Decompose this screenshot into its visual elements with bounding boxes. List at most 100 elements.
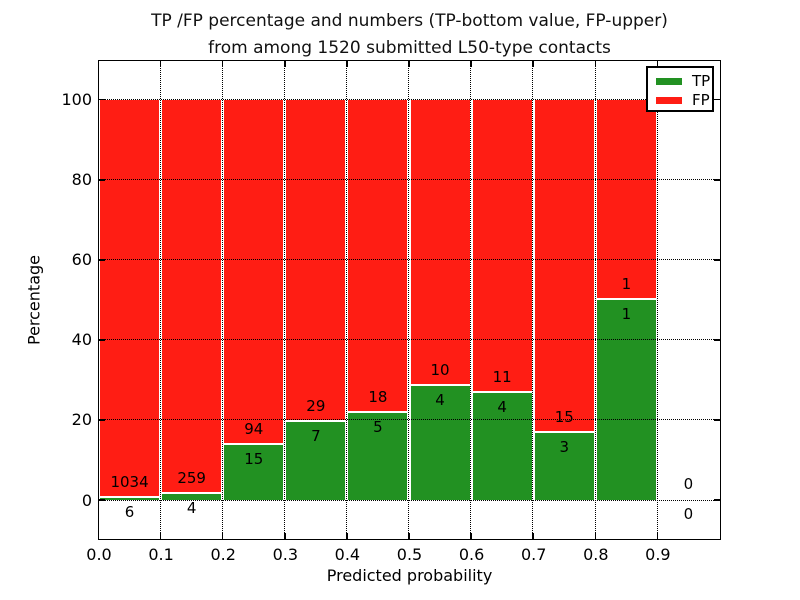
x-tick-mark	[408, 532, 410, 539]
bar-segment-fp	[472, 99, 532, 394]
x-tick-mark	[159, 60, 162, 67]
legend-label: FP	[692, 91, 710, 109]
tp-count-label: 6	[124, 502, 135, 521]
v-gridline	[221, 60, 223, 539]
bar-segment-tp	[348, 412, 408, 500]
x-tick-mark	[346, 532, 348, 539]
y-tick-mark	[98, 179, 105, 181]
y-tick-mark	[713, 98, 720, 101]
bar-segment-tp	[286, 422, 346, 500]
fp-count-label: 259	[177, 468, 206, 487]
legend-entry: TP	[648, 72, 712, 91]
plot-area: 1034 6 259 4 94 15 29 7 18 5 10 4 11 4 15 3 1 1 0 0	[97, 59, 721, 540]
y-tick-mark	[98, 98, 105, 101]
tp-count-label: 4	[186, 498, 197, 517]
x-tick-mark	[159, 532, 162, 539]
x-tick-mark	[346, 60, 348, 67]
tp-count-label: 3	[559, 438, 569, 457]
x-tick-label: 0.4	[334, 545, 361, 564]
bar-segment-fp	[100, 99, 160, 498]
fp-count-label: 18	[368, 387, 388, 406]
fp-count-label: 15	[554, 408, 574, 427]
x-tick-mark	[656, 60, 659, 67]
fp-count-label: 10	[430, 360, 450, 379]
tp-count-label: 7	[311, 427, 321, 446]
fp-count-label: 1034	[110, 472, 149, 491]
y-tick-mark	[713, 499, 720, 501]
fp-count-label: 94	[244, 419, 264, 438]
x-tick-label: 0.6	[458, 545, 485, 564]
bar-segment-fp	[162, 99, 222, 494]
v-gridline	[159, 60, 161, 539]
bar-segment-fp	[348, 99, 408, 413]
x-tick-mark	[221, 60, 224, 67]
bar-segment-fp	[534, 99, 594, 434]
x-tick-label: 0.5	[396, 545, 423, 564]
bar-segment-fp	[596, 99, 656, 300]
x-tick-mark	[408, 60, 410, 67]
x-tick-label: 0.3	[272, 545, 299, 564]
y-tick-mark	[98, 339, 105, 341]
fp-count-label: 0	[683, 475, 694, 493]
y-tick-label: 40	[71, 330, 92, 350]
bar-segment-tp	[162, 493, 222, 500]
tp-count-label: 4	[435, 390, 445, 409]
x-tick-label: 0.8	[583, 545, 609, 564]
bar-segment-tp	[472, 393, 532, 500]
x-tick-mark	[470, 60, 472, 67]
fp-count-label: 29	[306, 397, 326, 416]
v-gridline	[470, 60, 472, 539]
x-tick-mark	[656, 532, 659, 539]
tp-count-label: 5	[373, 417, 383, 436]
v-gridline	[346, 60, 348, 539]
y-tick-mark	[713, 339, 720, 341]
y-tick-label: 80	[71, 170, 92, 190]
tp-count-label: 0	[683, 505, 694, 523]
bar-segment-fp	[286, 99, 346, 423]
v-gridline	[594, 60, 596, 539]
x-tick-label: 0.2	[210, 545, 236, 564]
fp-count-label: 11	[492, 368, 512, 387]
legend-swatch-fp	[656, 97, 682, 104]
y-tick-mark	[98, 499, 105, 501]
y-tick-label: 0	[81, 490, 92, 510]
x-tick-label: 0.0	[86, 545, 112, 564]
x-tick-mark	[594, 532, 597, 539]
bar-segment-fp	[224, 99, 284, 445]
y-tick-mark	[98, 419, 105, 421]
fp-count-label: 1	[621, 274, 632, 293]
x-tick-mark	[470, 532, 472, 539]
legend-swatch-tp	[656, 78, 682, 85]
bar-segment-tp	[224, 444, 284, 500]
legend-entry: FP	[648, 91, 712, 110]
y-tick-mark	[713, 259, 720, 261]
bar-segment-tp	[100, 497, 160, 500]
x-tick-mark	[532, 60, 534, 67]
bar-segment-tp	[596, 299, 656, 500]
chart-title-line2: from among 1520 submitted L50-type conta…	[208, 38, 611, 58]
bar-segment-fp	[410, 99, 470, 386]
x-tick-mark	[594, 60, 597, 67]
x-tick-mark	[221, 532, 224, 539]
v-gridline	[408, 60, 410, 539]
x-tick-mark	[284, 60, 286, 67]
x-tick-mark	[284, 532, 286, 539]
y-tick-mark	[713, 419, 720, 421]
chart-title-line1: TP /FP percentage and numbers (TP-bottom…	[151, 11, 668, 31]
tp-count-label: 15	[244, 449, 264, 468]
y-tick-mark	[98, 259, 105, 261]
y-tick-label: 100	[61, 90, 92, 110]
y-tick-label: 60	[71, 250, 92, 270]
x-tick-label: 0.1	[148, 545, 174, 564]
tp-count-label: 4	[497, 398, 507, 417]
legend: TP FP	[646, 66, 714, 112]
x-tick-mark	[532, 532, 534, 539]
x-tick-label: 0.9	[645, 545, 671, 564]
y-tick-mark	[713, 179, 720, 181]
v-gridline	[532, 60, 534, 539]
y-tick-label: 20	[71, 410, 92, 430]
x-tick-label: 0.7	[520, 545, 547, 564]
legend-label: TP	[692, 72, 711, 90]
v-gridline	[284, 60, 286, 539]
